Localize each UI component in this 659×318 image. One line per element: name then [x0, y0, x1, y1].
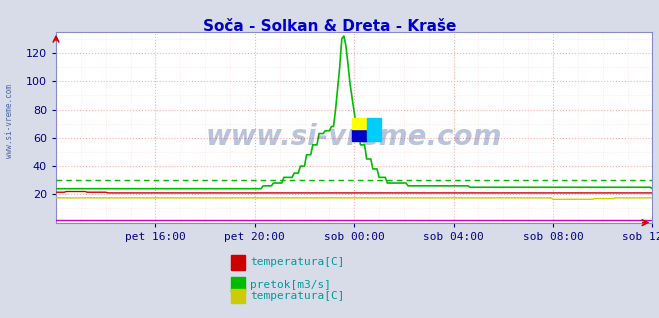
Text: www.si-vreme.com: www.si-vreme.com: [5, 84, 14, 158]
Bar: [366, 118, 381, 129]
Text: www.si-vreme.com: www.si-vreme.com: [206, 123, 502, 151]
Bar: [352, 118, 366, 129]
Text: pretok[m3/s]: pretok[m3/s]: [250, 280, 331, 290]
Bar: [366, 129, 381, 141]
Text: temperatura[C]: temperatura[C]: [250, 257, 345, 267]
Text: Soča - Solkan & Dreta - Kraše: Soča - Solkan & Dreta - Kraše: [203, 19, 456, 34]
Text: temperatura[C]: temperatura[C]: [250, 291, 345, 301]
Bar: [352, 129, 366, 141]
